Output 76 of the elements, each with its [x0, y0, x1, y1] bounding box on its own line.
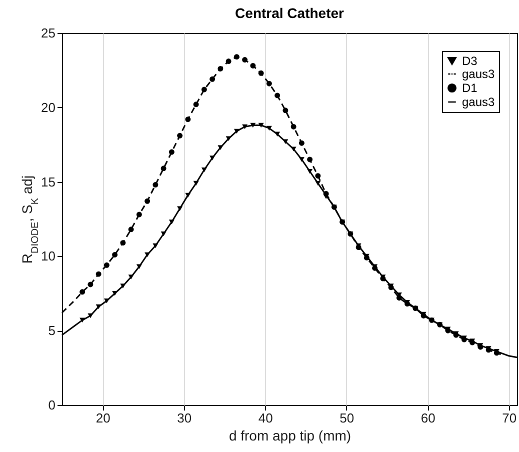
point: [282, 108, 288, 114]
point: [298, 140, 304, 146]
point: [88, 282, 94, 288]
point: [193, 102, 199, 108]
point: [177, 206, 183, 211]
point: [136, 212, 142, 218]
legend-label: gaus3: [462, 95, 496, 109]
point: [242, 57, 248, 63]
point: [120, 284, 126, 288]
point: [315, 173, 321, 179]
point: [250, 122, 256, 128]
y-tick-label: 0: [48, 398, 56, 412]
point: [266, 126, 272, 131]
point: [323, 194, 329, 200]
point: [210, 76, 216, 82]
point: [152, 182, 158, 188]
point: [177, 132, 183, 138]
point: [96, 304, 102, 310]
x-tick-label: 20: [96, 410, 110, 426]
point: [80, 318, 86, 323]
point: [266, 80, 272, 86]
x-tick-label: 50: [340, 410, 354, 426]
y-tick-label: 20: [41, 100, 56, 115]
point: [96, 271, 102, 277]
point: [226, 58, 232, 64]
point: [104, 298, 110, 304]
point: [152, 243, 158, 248]
x-tick-label: 60: [420, 410, 436, 426]
point: [144, 198, 150, 204]
point: [80, 289, 86, 295]
point: [242, 124, 248, 130]
point: [193, 180, 199, 186]
x-axis-title: d from app tip (mm): [228, 428, 352, 444]
point: [218, 145, 224, 150]
legend-label: D1: [462, 81, 478, 95]
point: [258, 122, 264, 128]
y-tick-label: 15: [41, 174, 56, 190]
point: [185, 192, 191, 198]
point: [201, 86, 207, 92]
point: [201, 168, 207, 172]
point: [290, 146, 296, 152]
legend-label: gaus3: [462, 67, 496, 81]
point: [160, 232, 166, 236]
point: [160, 166, 166, 172]
y-tick-label: 10: [41, 248, 56, 264]
point: [315, 180, 321, 186]
y-tick-label: 5: [48, 323, 56, 338]
x-tick-label: 40: [258, 410, 273, 426]
point: [234, 54, 240, 60]
legend-label: D3: [462, 54, 478, 68]
point: [290, 124, 296, 130]
point: [210, 156, 216, 160]
point: [168, 149, 174, 155]
y-tick-label: 25: [41, 26, 56, 40]
point: [112, 252, 118, 258]
point: [104, 262, 110, 268]
chart-title: Central Catheter: [235, 5, 345, 21]
point: [88, 313, 94, 318]
point: [120, 240, 126, 246]
point: [218, 66, 224, 72]
point: [144, 252, 150, 258]
point: [128, 226, 134, 232]
point: [274, 92, 280, 98]
point: [274, 132, 280, 137]
point: [307, 156, 313, 162]
point: [298, 157, 304, 162]
x-tick-label: 70: [502, 410, 517, 426]
point: [128, 274, 134, 280]
point: [234, 128, 240, 134]
point: [258, 70, 264, 76]
x-tick-label: 30: [177, 410, 192, 426]
point: [185, 116, 191, 122]
point: [136, 264, 142, 269]
point: [250, 63, 256, 68]
point: [307, 169, 313, 174]
point: [168, 220, 174, 224]
